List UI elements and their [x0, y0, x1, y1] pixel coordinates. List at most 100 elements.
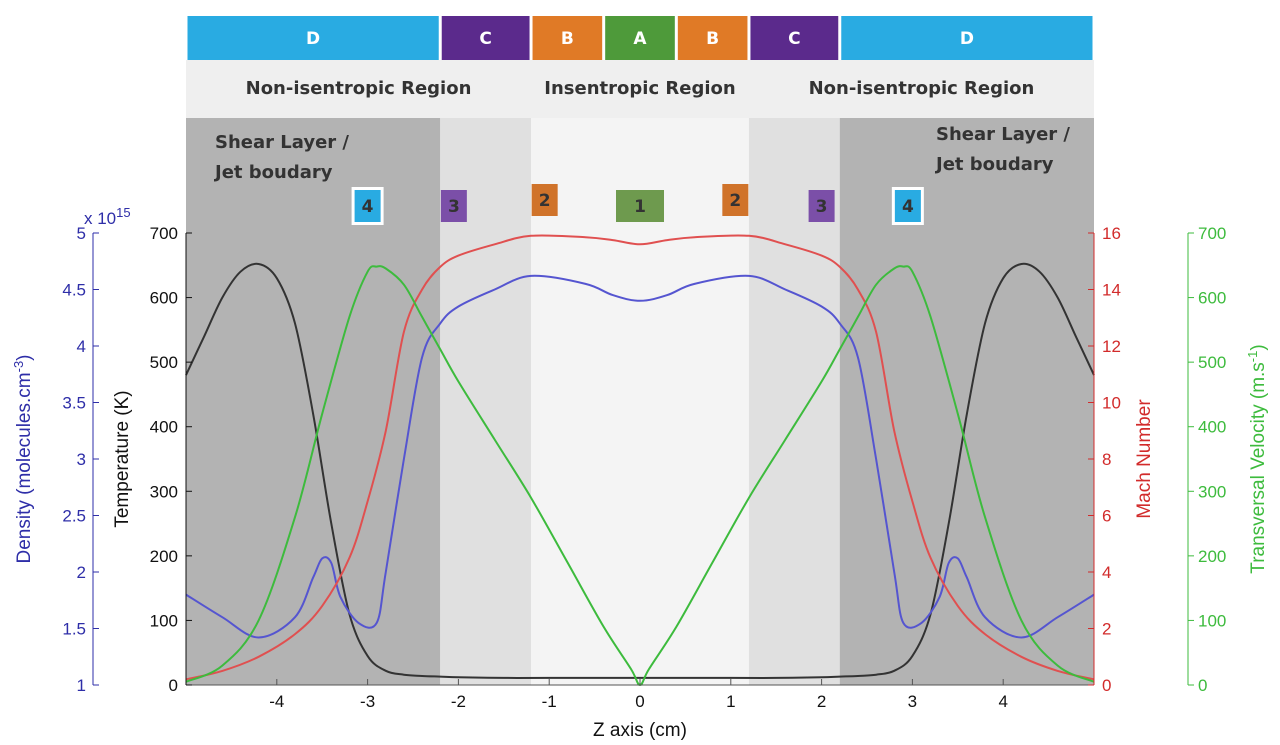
zone-badge-3: 3 — [440, 190, 467, 222]
temperature-axis-tick-label: 400 — [150, 418, 178, 437]
zone-band-b-4 — [677, 16, 748, 60]
mach-axis-tick-label: 16 — [1102, 224, 1121, 243]
shade-zone-4 — [839, 118, 1094, 685]
density-axis-tick-label: 2 — [77, 563, 86, 582]
series-line-density — [185, 274, 1095, 639]
mach-axis-title: Mach Number — [1134, 399, 1155, 519]
mach-axis-tick-label: 8 — [1102, 450, 1111, 469]
zone-badge-4: 4 — [891, 187, 924, 225]
x-axis-label: Z axis (cm) — [593, 720, 687, 741]
density-axis-tick-label: 3 — [77, 450, 86, 469]
x-tick-label: 2 — [817, 692, 826, 711]
zone-band-label: B — [706, 29, 719, 49]
series-line-mach — [185, 234, 1095, 681]
density-axis-tick-label: 4.5 — [62, 281, 86, 300]
badge-box — [531, 184, 558, 216]
zone-band-label: C — [479, 29, 491, 49]
zone-band-a-3 — [605, 16, 675, 60]
mach-axis-tick-label: 10 — [1102, 394, 1121, 413]
density-axis-title: Density (molecules.cm-3) — [11, 355, 36, 564]
temperature-axis-tick-label: 600 — [150, 289, 178, 308]
x-tick-label: -2 — [451, 692, 466, 711]
temperature-axis-tick-label: 500 — [150, 353, 178, 372]
series-line-temperature — [185, 262, 1095, 679]
badge-label: 1 — [634, 197, 646, 217]
temperature-axis-tick-label: 0 — [169, 676, 178, 695]
x-tick-label: 4 — [998, 692, 1007, 711]
density-axis-tick-label: 1 — [77, 676, 86, 695]
velocity-axis-tick-label: 200 — [1198, 547, 1226, 566]
zone-band-label: D — [960, 29, 974, 49]
temperature-axis-tick-label: 200 — [150, 547, 178, 566]
mach-axis-tick-label: 2 — [1102, 620, 1111, 639]
zone-band-d-6 — [841, 16, 1093, 60]
mach-axis-tick-label: 14 — [1102, 281, 1121, 300]
density-multiplier: x 1015 — [84, 205, 131, 229]
mach-axis-tick-label: 4 — [1102, 563, 1111, 582]
zone-band-label: B — [561, 29, 574, 49]
zone-badge-2: 2 — [722, 184, 749, 216]
badge-box — [616, 190, 664, 222]
x-tick-label: 0 — [635, 692, 644, 711]
badge-box — [808, 190, 835, 222]
zone-badge-1: 1 — [616, 190, 664, 222]
badge-label: 3 — [448, 197, 460, 217]
shear-label-left-line1: Shear Layer / — [215, 132, 349, 153]
zone-band-d-0 — [187, 16, 439, 60]
badge-label: 2 — [539, 191, 551, 211]
region-labels: Non-isentropic Region Insentropic Region N… — [246, 78, 1035, 99]
x-tick-label: 3 — [908, 692, 917, 711]
mach-axis-tick-label: 12 — [1102, 337, 1121, 356]
x-tick-label: -1 — [542, 692, 557, 711]
shear-layer-labels: Shear Layer / Jet boudary Shear Layer / … — [213, 124, 1070, 183]
badge-box — [894, 190, 921, 222]
zone-band-label: A — [633, 29, 647, 49]
zone-band-c-1 — [441, 16, 530, 60]
zone-badge-2: 2 — [531, 184, 558, 216]
velocity-axis-tick-label: 400 — [1198, 418, 1226, 437]
x-tick-label: 1 — [726, 692, 735, 711]
zone-band-label: D — [306, 29, 320, 49]
badge-box — [440, 190, 467, 222]
region-label-1: Insentropic Region — [544, 78, 735, 99]
density-axis-tick-label: 4 — [77, 337, 86, 356]
x-tick-label: -4 — [269, 692, 284, 711]
region-row-background — [186, 60, 1094, 118]
x-tick-label: -3 — [360, 692, 375, 711]
region-header-background — [186, 60, 1094, 118]
zone-badges: 4 3 2 1 2 3 4 — [351, 184, 924, 225]
zone-band-c-5 — [750, 16, 839, 60]
density-axis-tick-label: 1.5 — [62, 620, 86, 639]
zone-badge-4: 4 — [351, 187, 384, 225]
badge-label: 2 — [729, 191, 741, 211]
badge-label: 4 — [902, 197, 914, 217]
velocity-axis-tick-label: 700 — [1198, 224, 1226, 243]
temperature-axis-tick-label: 100 — [150, 611, 178, 630]
zone-band-b-2 — [532, 16, 603, 60]
shear-label-left-line2: Jet boudary — [213, 162, 333, 183]
velocity-axis-tick-label: 300 — [1198, 482, 1226, 501]
axes: -4 -3 -2 -1 0 1 2 3 4Z axis (cm)11.522.533.544.5… — [11, 205, 1270, 742]
density-axis-tick-label: 3.5 — [62, 394, 86, 413]
zone-band-label: C — [788, 29, 800, 49]
velocity-axis-tick-label: 0 — [1198, 676, 1207, 695]
zone-badge-3: 3 — [808, 190, 835, 222]
density-axis-tick-label: 5 — [77, 224, 86, 243]
temperature-axis-title: Temperature (K) — [112, 390, 133, 527]
temperature-axis-tick-label: 300 — [150, 482, 178, 501]
badge-box — [722, 184, 749, 216]
shade-zone-0 — [186, 118, 441, 685]
region-label-2: Non-isentropic Region — [809, 78, 1035, 99]
badge-box — [354, 190, 381, 222]
mach-axis-tick-label: 0 — [1102, 676, 1111, 695]
shear-label-right-line1: Shear Layer / — [936, 124, 1070, 145]
density-axis-tick-label: 2.5 — [62, 507, 86, 526]
mach-axis-tick-label: 6 — [1102, 507, 1111, 526]
region-label-0: Non-isentropic Region — [246, 78, 472, 99]
velocity-axis-title: Transversal Velocity (m.s-1) — [1245, 344, 1270, 573]
temperature-axis-tick-label: 700 — [150, 224, 178, 243]
velocity-axis-tick-label: 500 — [1198, 353, 1226, 372]
velocity-axis-tick-label: 100 — [1198, 611, 1226, 630]
